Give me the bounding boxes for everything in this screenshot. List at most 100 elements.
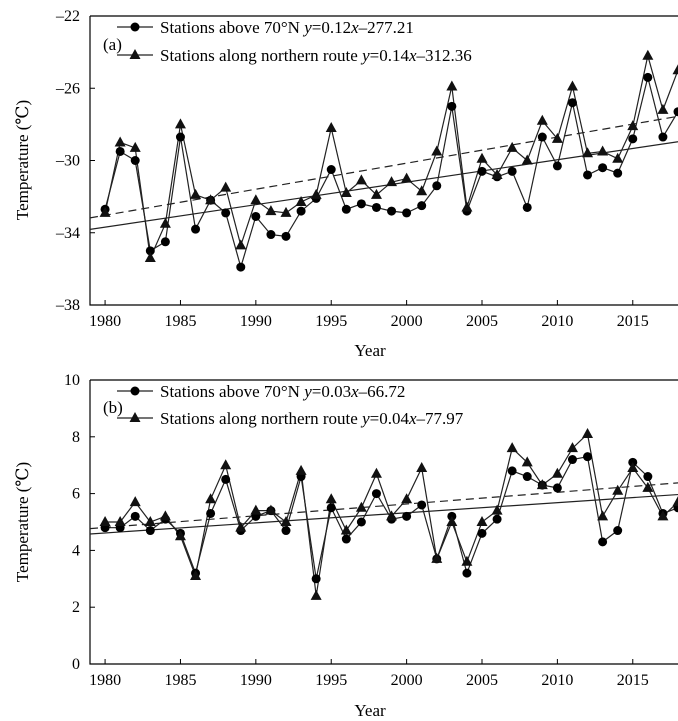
circle-point (296, 206, 306, 216)
x-tick-label: 1990 (240, 672, 272, 689)
circle-point (447, 101, 457, 111)
legend-entry: Stations above 70°N y=0.12x–277.21 (160, 18, 414, 37)
circle-point (341, 534, 351, 544)
triangle-point (159, 510, 171, 521)
circle-point (326, 503, 336, 513)
legend-entry: Stations above 70°N y=0.03x–66.72 (160, 382, 405, 401)
x-tick-label: 2000 (391, 672, 423, 689)
legend-series-name: Stations along northern route (160, 46, 362, 65)
x-tick-label: 1980 (89, 672, 121, 689)
triangle-point (657, 510, 669, 521)
triangle-point (476, 152, 488, 163)
circle-point (251, 211, 261, 221)
circle-point (417, 201, 427, 211)
legend-equation-part: –312.36 (416, 46, 472, 65)
triangle-point (190, 188, 202, 199)
triangle-point (205, 493, 217, 504)
x-tick-label: 1985 (164, 313, 196, 330)
triangle-point (551, 132, 563, 143)
trend-line (90, 493, 678, 535)
legend-equation-part: =0.12 (312, 18, 351, 37)
circle-point (191, 224, 201, 234)
legend-equation-part: =0.04 (370, 409, 410, 428)
triangle-point (280, 516, 292, 526)
circle-point (643, 472, 653, 482)
circle-point (522, 202, 532, 212)
triangle-point (325, 121, 337, 132)
circle-point (598, 163, 608, 173)
circle-point (236, 262, 246, 272)
triangle-point (431, 145, 443, 156)
circle-point (356, 517, 366, 527)
triangle-point (506, 141, 518, 152)
panel-a-trend-lines (90, 115, 678, 230)
y-tick-label: 6 (72, 486, 80, 503)
panel-a-ylabel: Temperature (℃) (13, 100, 32, 220)
triangle-point (144, 516, 156, 526)
legend-equation-part: y (302, 18, 312, 37)
triangle-point (416, 185, 428, 196)
circle-point (658, 132, 668, 142)
y-tick-label: –22 (55, 8, 80, 25)
triangle-point (642, 49, 654, 60)
circle-point (281, 526, 291, 536)
panel-a-ticks: 1980 1985 1990 1995 2000 2005 2010 2015 –38 –34 –3… (55, 8, 649, 330)
triangle-point (250, 504, 262, 515)
triangle-point (190, 569, 202, 580)
legend-equation-part: x (350, 18, 359, 37)
circle-point (341, 204, 351, 214)
panel-b-series (99, 427, 678, 600)
triangle-point (461, 201, 473, 212)
triangle-point (672, 64, 678, 75)
circle-point (311, 574, 321, 584)
circle-point (583, 170, 593, 180)
panel-b-ticks: 1980 1985 1990 1995 2000 2005 2010 2015 0 2 4 6 8 10 (64, 372, 649, 689)
circle-point (628, 134, 638, 144)
triangle-point (491, 168, 503, 179)
triangle-point (355, 174, 367, 185)
panel-b-trend-lines (90, 482, 678, 535)
legend-equation-part: –66.72 (358, 382, 406, 401)
circle-point (160, 237, 170, 247)
circle-point (583, 452, 593, 462)
circle-point (537, 132, 547, 142)
triangle-point (370, 467, 382, 478)
x-tick-label: 1985 (164, 672, 196, 689)
triangle-point (295, 464, 307, 475)
panel-b: 1980 1985 1990 1995 2000 2005 2010 20150246810 … (13, 372, 678, 720)
legend-series-name: Stations above 70°N (160, 18, 304, 37)
triangle-point (672, 496, 678, 507)
x-tick-label: 2010 (541, 672, 573, 689)
legend-equation-part: y (360, 409, 370, 428)
x-tick-label: 1980 (89, 313, 121, 330)
legend-series-name: Stations along northern route (160, 409, 362, 428)
triangle-point (627, 120, 639, 131)
triangle-point (597, 145, 609, 156)
triangle-point (325, 493, 337, 504)
triangle-point (340, 187, 352, 198)
circle-point (567, 455, 577, 465)
triangle-point (129, 496, 141, 507)
circle-point (477, 528, 487, 538)
triangle-point (612, 484, 624, 495)
triangle-point (401, 493, 413, 504)
panel-a-label: (a) (103, 35, 122, 54)
legend-equation-part: x (408, 46, 417, 65)
y-tick-label: 10 (64, 372, 80, 389)
triangle-point (446, 516, 458, 526)
circle-point (145, 246, 155, 256)
y-tick-label: –34 (55, 225, 80, 242)
triangle-point (386, 176, 398, 187)
circle-point (417, 500, 427, 510)
triangle-point (220, 181, 232, 192)
triangle-point (461, 555, 473, 566)
triangle-point (416, 462, 428, 473)
triangle-point (476, 516, 488, 526)
triangle-point (386, 510, 398, 521)
x-tick-label: 2005 (466, 672, 498, 689)
legend-triangle-marker (129, 49, 141, 59)
legend-equation-part: x (350, 382, 359, 401)
circle-point (507, 166, 517, 176)
triangle-point (144, 252, 156, 263)
